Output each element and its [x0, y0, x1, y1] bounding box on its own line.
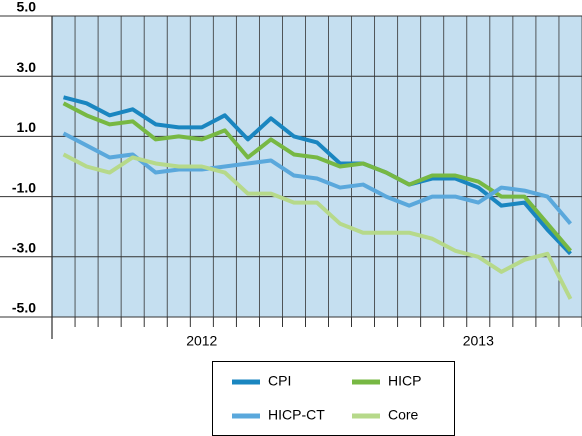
line-series [62, 101, 573, 253]
y-tick-label: -1.0 [12, 179, 36, 195]
line-series [62, 152, 573, 300]
y-tick-label: -5.0 [12, 300, 36, 316]
y-tick-label: 5.0 [17, 0, 37, 15]
y-tick-label: 3.0 [17, 59, 37, 75]
legend-label: HICP [388, 373, 421, 389]
legend-label: CPI [268, 373, 291, 389]
x-tick-label: 2012 [186, 333, 217, 349]
y-tick-label: -3.0 [12, 240, 36, 256]
line-series [62, 131, 573, 225]
legend-label: Core [388, 407, 419, 423]
legend-box [212, 361, 455, 436]
y-tick-label: 1.0 [17, 119, 37, 135]
x-tick-label: 2013 [463, 333, 494, 349]
line-series [63, 95, 572, 256]
legend-label: HICP-CT [268, 407, 325, 423]
